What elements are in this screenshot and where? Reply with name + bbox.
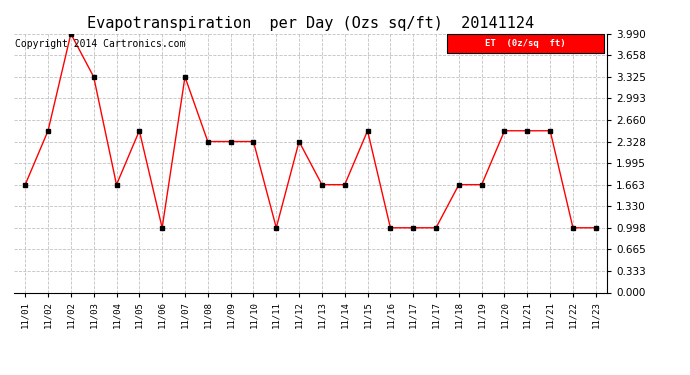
Title: Evapotranspiration  per Day (Ozs sq/ft)  20141124: Evapotranspiration per Day (Ozs sq/ft) 2… — [87, 16, 534, 31]
Text: ET  (0z/sq  ft): ET (0z/sq ft) — [485, 39, 566, 48]
FancyBboxPatch shape — [447, 34, 604, 53]
Text: Copyright 2014 Cartronics.com: Copyright 2014 Cartronics.com — [15, 39, 186, 49]
